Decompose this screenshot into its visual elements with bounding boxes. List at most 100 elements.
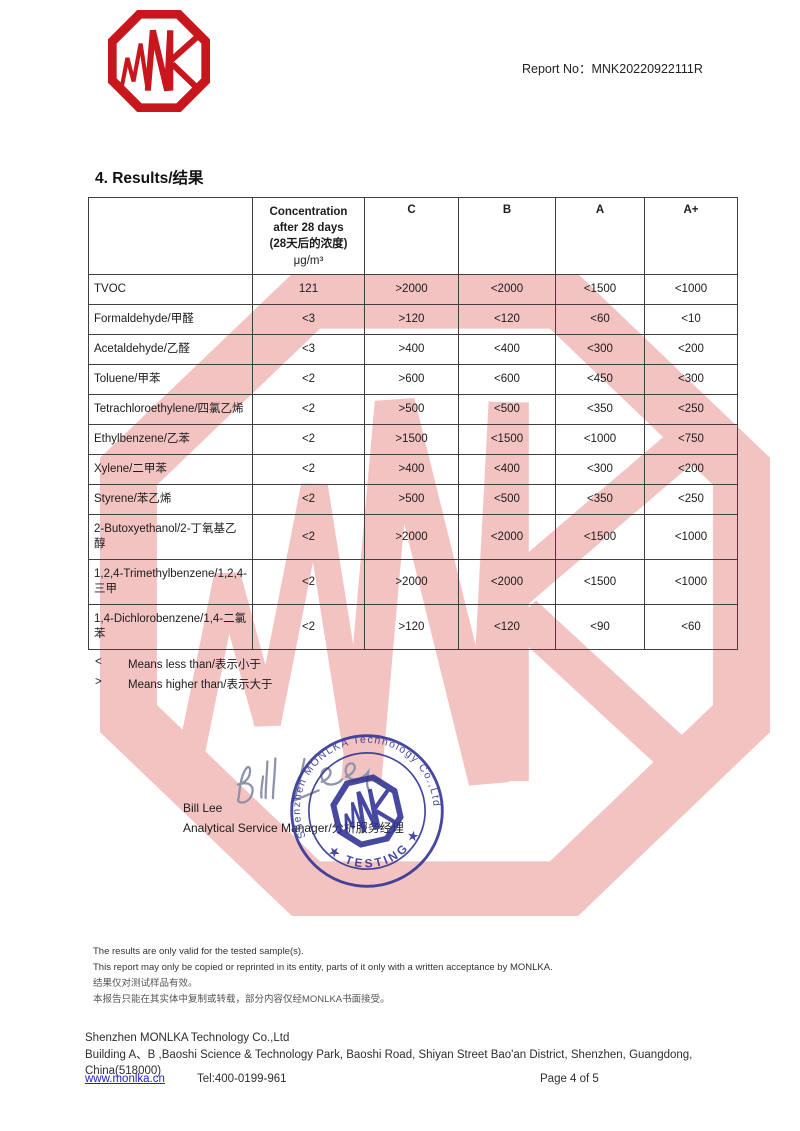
row-a: <90 [555,604,645,650]
row-a: <300 [555,454,645,485]
row-concentration: <2 [252,604,365,650]
row-aplus: <60 [644,604,738,650]
legend: < Means less than/表示小于 > Means higher th… [95,656,272,696]
row-a: <60 [555,304,645,335]
table-row: Xylene/二甲苯 <2 >400 <400 <300 <200 [88,454,738,485]
row-aplus: <200 [644,334,738,365]
row-a: <1500 [555,514,645,560]
table-row: Acetaldehyde/乙醛 <3 >400 <400 <300 <200 [88,334,738,365]
legend-item: < Means less than/表示小于 [95,656,272,672]
table-row: Formaldehyde/甲醛 <3 >120 <120 <60 <10 [88,304,738,335]
row-b: <2000 [458,559,556,605]
phone-number: Tel:400-0199-961 [197,1073,287,1085]
website-link[interactable]: www.monlka.cn [85,1073,165,1085]
row-label: 2-Butoxyethanol/2-丁氧基乙醇 [88,514,253,560]
row-a: <1000 [555,424,645,455]
row-aplus: <250 [644,394,738,425]
row-aplus: <1000 [644,514,738,560]
row-c: >500 [364,484,459,515]
row-concentration: <2 [252,559,365,605]
row-b: <1500 [458,424,556,455]
legend-symbol: < [95,656,102,668]
row-label: Formaldehyde/甲醛 [88,304,253,335]
company-name: Shenzhen MONLKA Technology Co.,Ltd [85,1032,290,1044]
header-empty-cell [88,197,253,275]
row-aplus: <300 [644,364,738,395]
row-aplus: <200 [644,454,738,485]
row-concentration: <2 [252,394,365,425]
row-c: >120 [364,304,459,335]
report-number-label: Report No： [522,62,592,76]
row-b: <500 [458,484,556,515]
row-b: <2000 [458,514,556,560]
row-label: 1,2,4-Trimethylbenzene/1,2,4-三甲 [88,559,253,605]
row-concentration: <3 [252,334,365,365]
table-row: Tetrachloroethylene/四氯乙烯 <2 >500 <500 <3… [88,394,738,425]
row-a: <300 [555,334,645,365]
row-c: >120 [364,604,459,650]
row-a: <1500 [555,559,645,605]
row-c: >1500 [364,424,459,455]
row-label: Xylene/二甲苯 [88,454,253,485]
legend-text: Means higher than/表示大于 [128,679,273,691]
table-row: TVOC 121 >2000 <2000 <1500 <1000 [88,274,738,305]
row-b: <400 [458,334,556,365]
row-c: >600 [364,364,459,395]
row-b: <600 [458,364,556,395]
results-table: Concentration after 28 days (28天后的浓度) μg… [88,197,738,650]
company-address: Shenzhen MONLKA Technology Co.,Ltd Build… [85,1030,745,1080]
row-c: >2000 [364,514,459,560]
table-row: 2-Butoxyethanol/2-丁氧基乙醇 <2 >2000 <2000 <… [88,514,738,560]
note-line: 结果仅对测试样品有效。 [93,978,198,989]
row-a: <350 [555,394,645,425]
company-stamp-icon: Shenzhen MONLKA Technology Co.,Ltd ★ TES… [277,720,444,888]
row-label: 1,4-Dichlorobenzene/1,4-二氯苯 [88,604,253,650]
row-a: <1500 [555,274,645,305]
row-concentration: <3 [252,304,365,335]
report-number: Report No：MNK20220922111R [522,58,703,77]
unit-label: μg/m³ [293,255,324,267]
note-line: The results are only valid for the teste… [93,946,304,957]
table-header-row: Concentration after 28 days (28天后的浓度) μg… [88,197,738,275]
mnk-logo-icon [106,10,212,112]
row-c: >2000 [364,274,459,305]
row-b: <2000 [458,274,556,305]
row-c: >400 [364,454,459,485]
row-concentration: <2 [252,514,365,560]
footer-row: www.monlka.cn Tel:400-0199-961 Page 4 of… [85,1073,745,1085]
row-b: <120 [458,304,556,335]
row-label: Styrene/苯乙烯 [88,484,253,515]
header-grade-a: A [555,197,645,275]
signer-name: Bill Lee [183,801,223,815]
table-row: 1,2,4-Trimethylbenzene/1,2,4-三甲 <2 >2000… [88,559,738,605]
row-c: >400 [364,334,459,365]
row-label: Ethylbenzene/乙苯 [88,424,253,455]
row-concentration: <2 [252,454,365,485]
table-row: Ethylbenzene/乙苯 <2 >1500 <1500 <1000 <75… [88,424,738,455]
row-b: <400 [458,454,556,485]
table-row: 1,4-Dichlorobenzene/1,4-二氯苯 <2 >120 <120… [88,604,738,650]
legend-symbol: > [95,676,102,688]
report-notes: The results are only valid for the teste… [93,944,553,1008]
row-c: >500 [364,394,459,425]
address-line: China(518000) [85,1065,162,1077]
note-line: 本报告只能在其实体中复制或转载，部分内容仅经MONLKA书面接受。 [93,994,390,1005]
row-b: <500 [458,394,556,425]
section-title: 4. Results/结果 [95,170,204,187]
row-label: Toluene/甲苯 [88,364,253,395]
row-label: Acetaldehyde/乙醛 [88,334,253,365]
row-b: <120 [458,604,556,650]
row-concentration: <2 [252,364,365,395]
row-label: Tetrachloroethylene/四氯乙烯 [88,394,253,425]
row-aplus: <1000 [644,559,738,605]
row-aplus: <1000 [644,274,738,305]
row-a: <350 [555,484,645,515]
row-concentration: 121 [252,274,365,305]
header-grade-c: C [364,197,459,275]
row-aplus: <250 [644,484,738,515]
row-aplus: <10 [644,304,738,335]
row-c: >2000 [364,559,459,605]
row-a: <450 [555,364,645,395]
header-grade-b: B [458,197,556,275]
legend-item: > Means higher than/表示大于 [95,676,272,692]
